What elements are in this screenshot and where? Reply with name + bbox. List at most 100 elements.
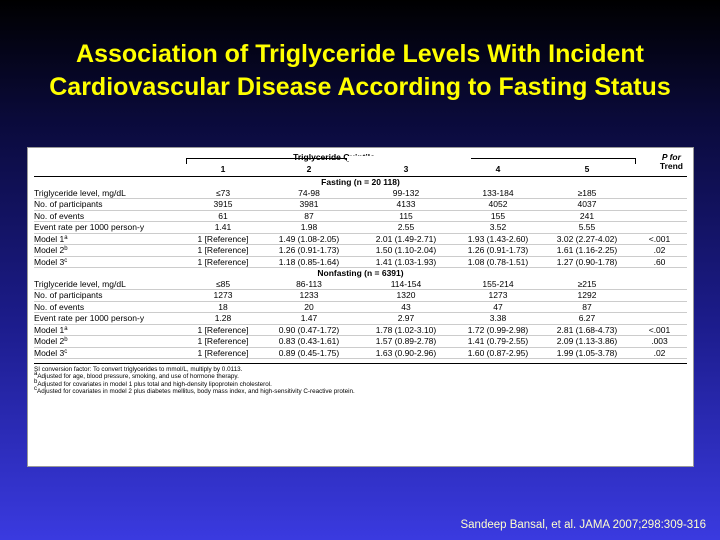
table-cell: 1.50 (1.10-2.04) [358,244,454,257]
table-cell: 5.55 [542,221,632,234]
table-cell: 155 [454,210,542,222]
table-cell: 2.97 [358,312,454,325]
row-label: Model 3 [34,347,65,358]
column-header-quintile-3: 3 [358,163,454,177]
table-row: Model 1a 1 [Reference] 0.90 (0.47-1.72) 1.7… [34,324,687,336]
table-cell: 1.49 (1.08-2.05) [260,233,358,245]
table-cell: 0.89 (0.45-1.75) [260,347,358,359]
table-cell: 115 [358,210,454,222]
row-label: Model 3 [34,256,65,267]
table-cell: 1.61 (1.16-2.25) [542,244,632,257]
table-cell: 1.08 (0.78-1.51) [454,256,542,268]
table-cell: 99-132 [358,187,454,199]
table-cell: 1233 [260,289,358,302]
row-label-cell: Model 3c [34,256,186,268]
table-cell: 1.27 (0.90-1.78) [542,256,632,268]
table-cell: 133-184 [454,187,542,199]
footnote-mark: b [34,378,38,385]
table-cell: 61 [186,210,260,222]
table-row: Model 2b 1 [Reference] 1.26 (0.91-1.73) 1.5… [34,244,687,257]
row-label-cell: Event rate per 1000 person-y [34,221,186,234]
citation: Sandeep Bansal, et al. JAMA 2007;298:309… [460,519,706,531]
table-cell: 74-98 [260,187,358,199]
table-cell: 1.41 [186,221,260,234]
table-row: Model 1a 1 [Reference] 1.49 (1.08-2.05) 2.0… [34,233,687,245]
table-footnotes: SI conversion factor: To convert triglyc… [34,363,687,395]
row-label-footnote-mark: c [64,257,68,264]
table-cell: 1 [Reference] [186,347,260,359]
table-row: Triglyceride level, mg/dL ≤73 74-98 99-132 1… [34,187,687,199]
row-label-cell: Model 1a [34,233,186,245]
table-cell: 43 [358,301,454,313]
table-row: Model 2b 1 [Reference] 0.83 (0.43-1.61) 1.5… [34,335,687,348]
table-cell: 241 [542,210,632,222]
footnote: aAdjusted for age, blood pressure, smoki… [34,371,687,380]
row-label: No. of events [34,301,85,312]
table-row: No. of events 18 20 43 47 87 [34,301,687,313]
row-label: Event rate per 1000 person-y [34,222,145,232]
p-trend-cell: .003 [632,335,687,348]
table-cell: 4133 [358,198,454,211]
table-cell: 155-214 [454,278,542,290]
table-cell: 1273 [454,289,542,302]
table-cell: 2.55 [358,221,454,234]
p-trend-cell [632,221,687,234]
row-label-cell: Model 2b [34,244,186,257]
row-label: Model 2 [34,336,65,346]
table-cell: 4037 [542,198,632,211]
p-trend-cell [632,187,687,199]
row-label-footnote-mark: b [64,246,68,252]
column-header-quintile-5: 5 [542,163,632,177]
row-label: No. of participants [34,290,103,300]
table-cell: 18 [186,301,260,313]
table-cell: 2.81 (1.68-4.73) [542,324,632,336]
table-cell: 1.26 (0.91-1.73) [454,244,542,257]
footnote-text: Adjusted for covariates in model 1 plus … [37,380,272,388]
p-trend-header-line-1: P for [661,152,681,162]
table-cell: 1.41 (0.79-2.55) [454,335,542,348]
row-label: Triglyceride level, mg/dL [34,187,126,198]
table-cell: 1.98 [260,221,358,234]
table-cell: ≤73 [186,187,260,199]
table-cell: 1320 [358,289,454,302]
table-cell: 1 [Reference] [186,335,260,348]
table-cell: 1.28 [186,312,260,325]
table-row: Event rate per 1000 person-y 1.41 1.98 2.55… [34,221,687,234]
table-cell: ≥185 [542,187,632,199]
table-cell: 1273 [186,289,260,302]
table-cell: 1292 [542,289,632,302]
table-row: Event rate per 1000 person-y 1.28 1.47 2.97… [34,312,687,325]
table-cell: 1.47 [260,312,358,325]
table-cell: 87 [542,301,632,313]
table-cell: 3.02 (2.27-4.02) [542,233,632,245]
row-label-footnote-mark: a [64,325,68,332]
table-row: Model 3c 1 [Reference] 1.18 (0.85-1.64) 1.4… [34,256,687,268]
triglyceride-table: 1 2 3 4 5 Fasting (n = 20 118) Triglyceride le… [34,163,687,359]
footnote-mark: a [34,371,38,378]
table-cell: 1 [Reference] [186,244,260,257]
row-label-cell: Model 1a [34,324,186,336]
section-header-row: Fasting (n = 20 118) [34,176,687,188]
quintile-header-label: Triglyceride Quintile [293,152,375,162]
table-cell: 3981 [260,198,358,211]
p-trend-cell: .60 [632,256,687,268]
row-label: No. of events [34,210,85,221]
p-trend-cell [632,210,687,222]
quintile-header: Triglyceride Quintile P for Trend [34,151,687,171]
p-trend-cell: .02 [632,244,687,257]
table-cell: ≥215 [542,278,632,290]
row-label-cell: Model 2b [34,335,186,348]
row-label-footnote-mark: b [64,337,68,343]
table-cell: 3.52 [454,221,542,234]
table-row: Triglyceride level, mg/dL ≤85 86-113 114-15… [34,278,687,290]
footnote-text: SI conversion factor: To convert triglyc… [34,366,243,373]
row-label-cell: Event rate per 1000 person-y [34,312,186,325]
table-cell: 1.93 (1.43-2.60) [454,233,542,245]
table-cell: 114-154 [358,278,454,290]
row-label: Model 1 [34,233,65,244]
table-cell: 47 [454,301,542,313]
table-cell: 1.63 (0.90-2.96) [358,347,454,359]
row-label-cell: Triglyceride level, mg/dL [34,187,186,199]
